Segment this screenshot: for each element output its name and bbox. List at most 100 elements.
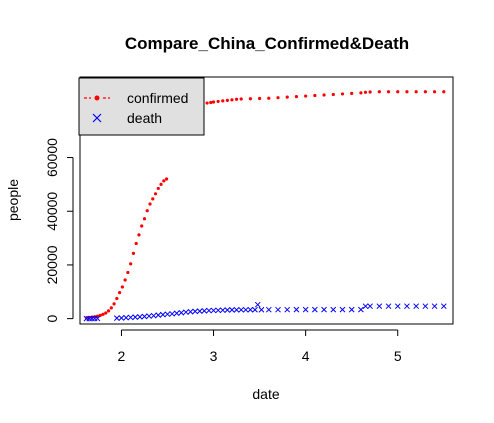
death-point-11	[141, 313, 148, 320]
confirmed-point-60	[359, 91, 363, 95]
confirmed-point-13	[120, 285, 124, 289]
plot-frame	[79, 76, 454, 325]
y-axis: 0 20000 40000 60000	[44, 138, 74, 323]
confirmed-point-41	[211, 100, 216, 104]
confirmed-point-11	[115, 296, 119, 301]
death-point-31	[233, 306, 240, 313]
death-point-44	[321, 306, 327, 313]
death-point-13	[150, 312, 157, 319]
confirmed-point-54	[304, 94, 308, 98]
confirmed-point-61	[363, 90, 368, 94]
confirmed-point-66	[405, 90, 409, 94]
y-tick-label-20000: 20000	[44, 245, 60, 284]
confirmed-point-27	[159, 182, 163, 186]
confirmed-point-62	[368, 90, 372, 94]
confirmed-point-42	[216, 99, 220, 104]
death-point-39	[275, 306, 281, 313]
confirmed-point-17	[131, 251, 136, 255]
death-point-35	[252, 306, 258, 313]
confirmed-point-58	[340, 92, 345, 96]
confirmed-point-29	[164, 177, 169, 181]
x-tick-label-3: 3	[210, 348, 218, 364]
death-point-45	[330, 306, 337, 313]
confirmed-point-39	[205, 101, 209, 105]
death-point-48	[358, 306, 364, 313]
series-layer	[83, 90, 447, 322]
confirmed-point-40	[209, 100, 213, 105]
confirmed-point-44	[225, 98, 229, 102]
confirmed-point-52	[285, 95, 289, 99]
y-axis-label: people	[5, 179, 21, 221]
death-point-28	[219, 307, 226, 314]
confirmed-point-43	[221, 99, 225, 103]
death-point-56	[422, 303, 429, 310]
death-point-54	[404, 303, 410, 310]
plot-area	[83, 90, 447, 322]
death-point-7	[123, 314, 129, 321]
death-point-29	[224, 307, 231, 313]
confirmed-point-21	[142, 217, 147, 221]
death-point-4	[94, 315, 101, 322]
confirmed-point-10	[112, 302, 116, 306]
y-tick-label-0: 0	[44, 315, 60, 323]
x-axis-label: date	[252, 386, 279, 402]
death-point-22	[192, 308, 198, 315]
confirmed-point-28	[162, 179, 166, 183]
confirmed-point-47	[239, 97, 243, 101]
x-tick-label-4: 4	[302, 348, 310, 364]
death-point-8	[127, 314, 134, 321]
confirmed-point-64	[386, 90, 391, 94]
death-point-46	[339, 306, 346, 313]
x-axis: 2 3 4 5	[118, 329, 402, 364]
confirmed-point-48	[248, 97, 252, 101]
legend-entry-death: death	[92, 110, 162, 126]
death-point-34	[247, 306, 254, 313]
confirmed-point-16	[129, 262, 133, 266]
death-point-20	[183, 309, 189, 316]
legend-confirmed-label: confirmed	[127, 90, 188, 106]
death-point-6	[118, 315, 125, 321]
chart-title: Compare_China_Confirmed&Death	[125, 34, 409, 53]
confirmed-point-53	[294, 94, 299, 99]
death-point-5	[113, 315, 120, 321]
death-point-17	[169, 310, 175, 317]
death-point-18	[173, 310, 180, 317]
death-point-19	[178, 309, 185, 316]
y-tick-label-40000: 40000	[44, 192, 60, 231]
confirmed-point-19	[137, 233, 141, 237]
death-point-23	[196, 308, 203, 314]
legend: confirmed death	[78, 77, 205, 136]
death-point-40	[284, 306, 291, 313]
death-point-26	[210, 307, 217, 314]
death-point-58	[440, 303, 447, 310]
death-point-43	[311, 306, 318, 313]
x-tick-label-5: 5	[394, 348, 402, 364]
confirmed-point-24	[151, 197, 155, 201]
confirmed-point-8	[106, 309, 111, 313]
death-point-15	[160, 311, 166, 318]
confirmed-point-67	[414, 90, 418, 94]
death-point-38	[265, 306, 272, 313]
death-point-10	[137, 314, 143, 320]
death-point-41	[293, 306, 300, 313]
confirmed-point-12	[118, 290, 122, 295]
death-point-42	[302, 306, 309, 313]
confirmed-point-50	[267, 96, 271, 100]
death-point-33	[242, 306, 249, 313]
death-point-9	[132, 314, 139, 321]
confirmed-point-68	[423, 90, 427, 94]
confirmed-point-15	[126, 270, 130, 275]
legend-confirmed-marker	[94, 95, 100, 101]
death-point-55	[413, 303, 420, 310]
confirmed-point-56	[322, 93, 326, 97]
death-point-16	[164, 311, 171, 318]
death-point-32	[238, 306, 245, 313]
legend-entry-confirmed: confirmed	[84, 90, 188, 106]
death-point-14	[155, 312, 162, 318]
legend-death-label: death	[127, 110, 162, 126]
death-point-27	[215, 307, 222, 314]
death-point-37	[258, 306, 265, 313]
death-point-24	[201, 307, 208, 314]
death-point-52	[385, 303, 392, 310]
confirmed-point-9	[109, 306, 113, 310]
